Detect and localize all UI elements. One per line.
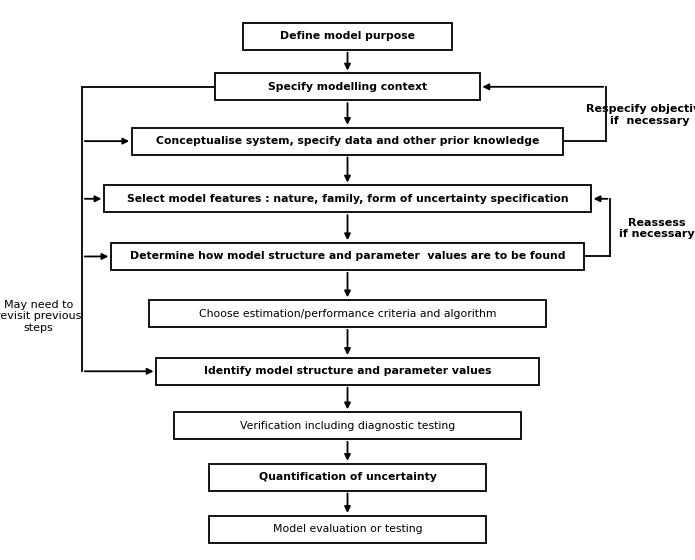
FancyBboxPatch shape	[156, 358, 539, 385]
FancyBboxPatch shape	[215, 73, 480, 100]
FancyBboxPatch shape	[208, 516, 486, 543]
Text: Define model purpose: Define model purpose	[280, 31, 415, 41]
FancyBboxPatch shape	[132, 128, 563, 155]
Text: Identify model structure and parameter values: Identify model structure and parameter v…	[204, 366, 491, 376]
FancyBboxPatch shape	[111, 243, 584, 270]
Text: May need to
revisit previous
steps: May need to revisit previous steps	[0, 300, 81, 333]
Text: Model evaluation or testing: Model evaluation or testing	[272, 524, 423, 534]
Text: Conceptualise system, specify data and other prior knowledge: Conceptualise system, specify data and o…	[156, 136, 539, 146]
FancyBboxPatch shape	[174, 412, 521, 439]
Text: Determine how model structure and parameter  values are to be found: Determine how model structure and parame…	[130, 251, 565, 262]
Text: Verification including diagnostic testing: Verification including diagnostic testin…	[240, 421, 455, 431]
FancyBboxPatch shape	[149, 300, 546, 327]
Text: Quantification of uncertainty: Quantification of uncertainty	[259, 472, 436, 482]
Text: Select model features : nature, family, form of uncertainty specification: Select model features : nature, family, …	[126, 194, 569, 204]
Text: Specify modelling context: Specify modelling context	[268, 82, 427, 92]
Text: Reassess
if necessary: Reassess if necessary	[619, 218, 694, 239]
Text: Choose estimation/performance criteria and algorithm: Choose estimation/performance criteria a…	[199, 309, 496, 319]
Text: Respecify objectives
if  necessary: Respecify objectives if necessary	[586, 104, 695, 125]
FancyBboxPatch shape	[208, 464, 486, 491]
FancyBboxPatch shape	[104, 185, 591, 212]
FancyBboxPatch shape	[243, 23, 452, 50]
